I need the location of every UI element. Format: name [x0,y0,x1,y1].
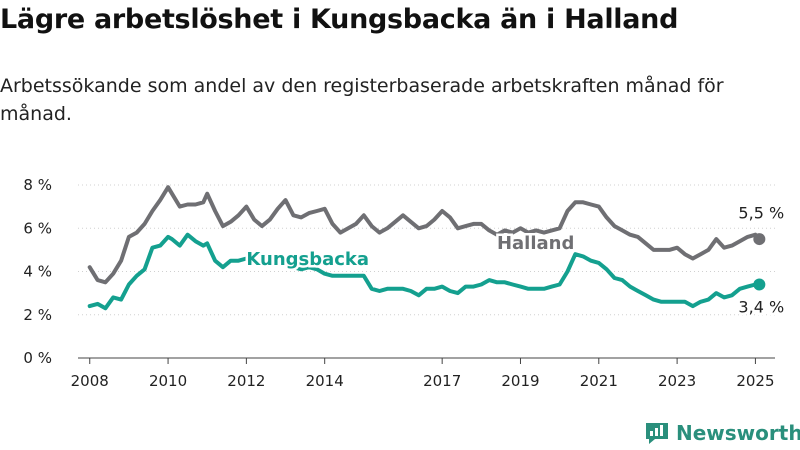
x-tick-label: 2021 [580,372,618,390]
end-point-kungsbacka [753,278,766,291]
x-tick-label: 2008 [71,372,109,390]
series-line-halland [87,185,762,285]
chart-subtitle: Arbetssökande som andel av den registerb… [0,75,724,125]
series-line-kungsbacka [87,232,762,311]
y-tick-label: 4 % [23,263,52,281]
x-tick-label: 2017 [423,372,461,390]
series-labels: Halland Kungsbacka 5,5 % 3,4 % [244,201,787,319]
series [87,185,766,311]
x-tick-label: 2019 [501,372,539,390]
end-point-halland [753,233,766,246]
brand-name: Newsworthy [676,421,800,445]
x-tick-label: 2010 [149,372,187,390]
y-axis: 0 % 2 % 4 % 6 % 8 % [23,176,52,367]
y-tick-label: 8 % [23,176,52,194]
series-label-kungsbacka: Kungsbacka [246,249,369,270]
series-label-halland: Halland [497,233,574,254]
y-tick-label: 0 % [23,349,52,367]
x-tick-label: 2023 [658,372,696,390]
x-tick-label: 2025 [736,372,774,390]
x-tick-label: 2012 [227,372,265,390]
newsworthy-logo-icon [646,423,668,444]
chart-title: Lägre arbetslöshet i Kungsbacka än i Hal… [0,4,679,35]
y-tick-label: 6 % [23,219,52,237]
y-tick-label: 2 % [23,306,52,324]
brand-logo: Newsworthy [644,418,800,448]
end-label-halland: 5,5 % [738,204,784,223]
gridlines [78,184,775,316]
x-axis: 2008 2010 2012 2014 2017 2019 2021 2023 2025 [71,357,775,390]
x-tick-label: 2014 [306,372,344,390]
end-label-kungsbacka: 3,4 % [738,298,784,317]
